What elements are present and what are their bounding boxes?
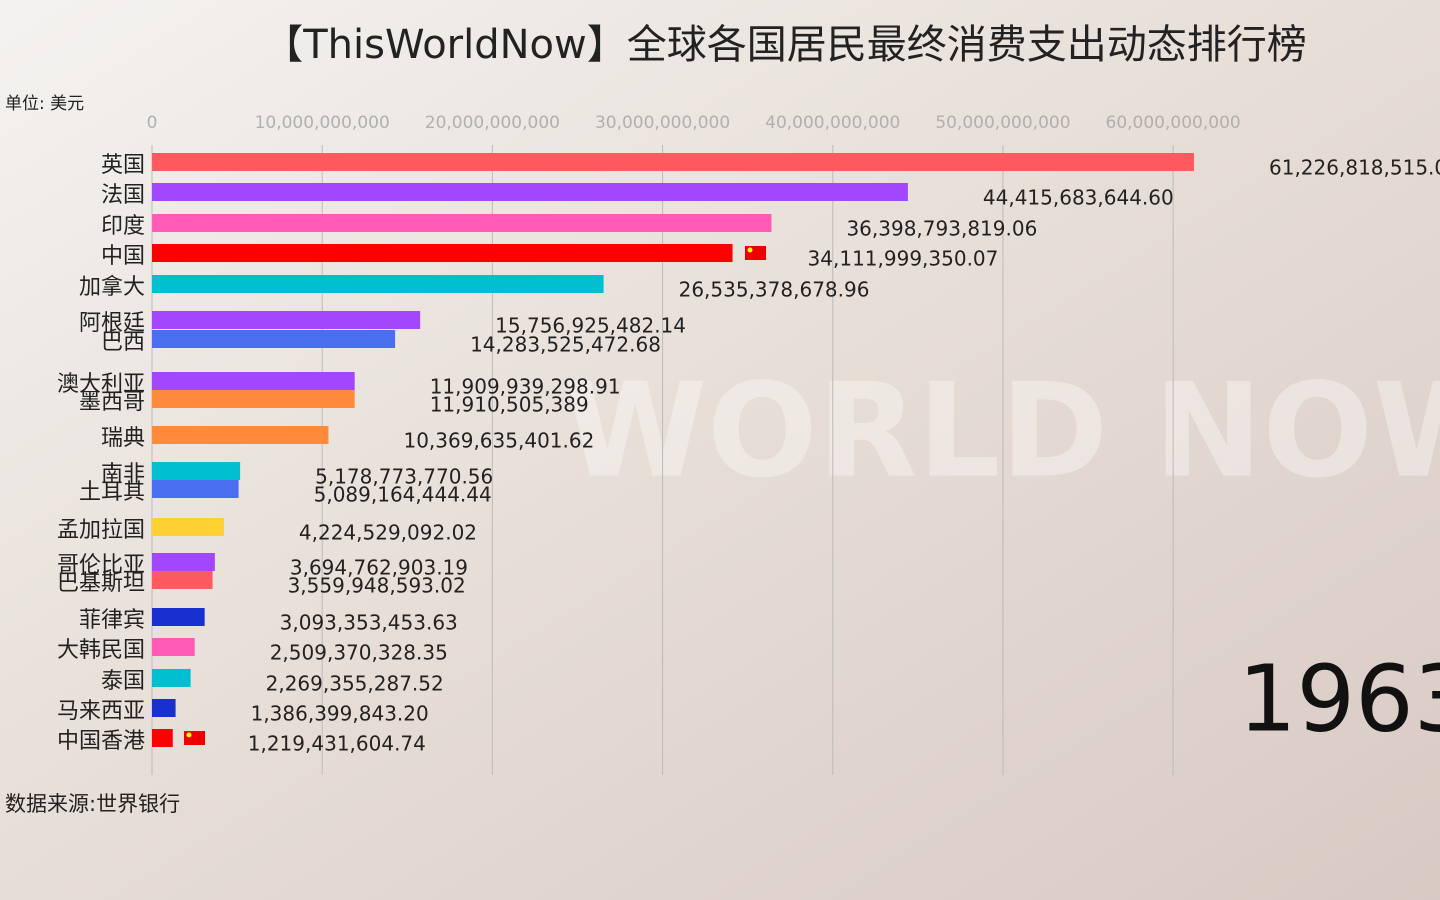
category-label: 大韩民国 — [57, 638, 145, 663]
category-label: 印度 — [101, 214, 145, 239]
category-label: 中国 — [101, 244, 145, 269]
bar — [152, 183, 908, 201]
flag — [745, 246, 766, 260]
bar — [152, 480, 239, 498]
bar — [152, 390, 355, 408]
value-label: 1,219,431,604.74 — [248, 732, 426, 756]
watermark: WORLD NOW — [564, 355, 1440, 507]
category-label: 泰国 — [101, 669, 145, 694]
x-tick-label: 60,000,000,000 — [1106, 113, 1241, 133]
source: 数据来源:世界银行 — [5, 792, 180, 816]
category-label: 加拿大 — [79, 274, 145, 300]
value-label: 44,415,683,644.60 — [983, 186, 1174, 210]
flag — [184, 731, 205, 745]
category-label: 瑞典 — [101, 426, 145, 451]
value-label: 4,224,529,092.02 — [299, 521, 477, 545]
x-tick-label: 20,000,000,000 — [425, 113, 560, 133]
category-label: 澳大利亚 — [57, 372, 145, 397]
plot: 0 10,000,000,000 20,000,000,000 30,000,000,… — [57, 113, 1440, 775]
value-label: 26,535,378,678.96 — [679, 278, 870, 302]
category-label: 巴基斯坦 — [57, 571, 145, 596]
value-label: 5,089,164,444.44 — [314, 483, 492, 507]
category-label: 法国 — [101, 183, 145, 208]
value-label: 3,694,762,903.19 — [290, 556, 468, 580]
value-label: 3,559,948,593.02 — [288, 574, 466, 598]
category-label: 墨西哥 — [79, 390, 145, 415]
category-label: 菲律宾 — [79, 608, 145, 633]
value-label: 15,756,925,482.14 — [495, 314, 686, 338]
value-label: 2,269,355,287.52 — [266, 672, 444, 696]
x-tick-label: 10,000,000,000 — [255, 113, 390, 133]
value-label: 14,283,525,472.68 — [470, 333, 661, 357]
x-tick-label: 0 — [147, 113, 158, 133]
value-label: 5,178,773,770.56 — [315, 465, 493, 489]
bar — [152, 244, 733, 262]
bar — [152, 372, 355, 390]
bar — [152, 311, 421, 329]
unit-label: 单位: 美元 — [5, 94, 84, 114]
x-tick-label: 30,000,000,000 — [595, 113, 730, 133]
value-label: 11,909,939,298.91 — [430, 375, 621, 399]
bar — [152, 729, 173, 747]
value-label: 10,369,635,401.62 — [403, 429, 594, 453]
bar — [152, 608, 205, 626]
category-label: 土耳其 — [79, 480, 145, 505]
bar — [152, 553, 215, 571]
category-label: 中国香港 — [57, 729, 145, 754]
year-label: 1963 — [1238, 645, 1440, 752]
value-label: 36,398,793,819.06 — [846, 217, 1037, 241]
value-label: 11,910,505,389 — [430, 393, 589, 417]
bar — [152, 669, 191, 687]
category-label: 英国 — [101, 153, 145, 178]
category-label: 孟加拉国 — [57, 518, 145, 543]
chart-title: 【ThisWorldNow】全球各国居民最终消费支出动态排行榜 — [263, 22, 1306, 68]
bar — [152, 275, 604, 293]
category-label: 阿根廷 — [79, 311, 145, 336]
bar — [152, 699, 176, 717]
bar — [152, 571, 213, 589]
x-tick-label: 50,000,000,000 — [935, 113, 1070, 133]
bar — [152, 426, 329, 444]
value-label: 1,386,399,843.20 — [251, 702, 429, 726]
bar — [152, 462, 241, 480]
value-label: 61,226,818,515.0 — [1269, 156, 1440, 180]
category-label: 马来西亚 — [57, 699, 145, 724]
bar — [152, 638, 195, 656]
category-label: 巴西 — [101, 330, 145, 355]
bar — [152, 153, 1194, 171]
bar — [152, 214, 772, 232]
x-tick-label: 40,000,000,000 — [765, 113, 900, 133]
category-label: 哥伦比亚 — [57, 553, 145, 578]
bar — [152, 330, 396, 348]
value-label: 3,093,353,453.63 — [280, 611, 458, 635]
bar — [152, 518, 224, 536]
value-label: 34,111,999,350.07 — [808, 247, 999, 271]
value-label: 2,509,370,328.35 — [270, 641, 448, 665]
category-label: 南非 — [101, 462, 145, 487]
